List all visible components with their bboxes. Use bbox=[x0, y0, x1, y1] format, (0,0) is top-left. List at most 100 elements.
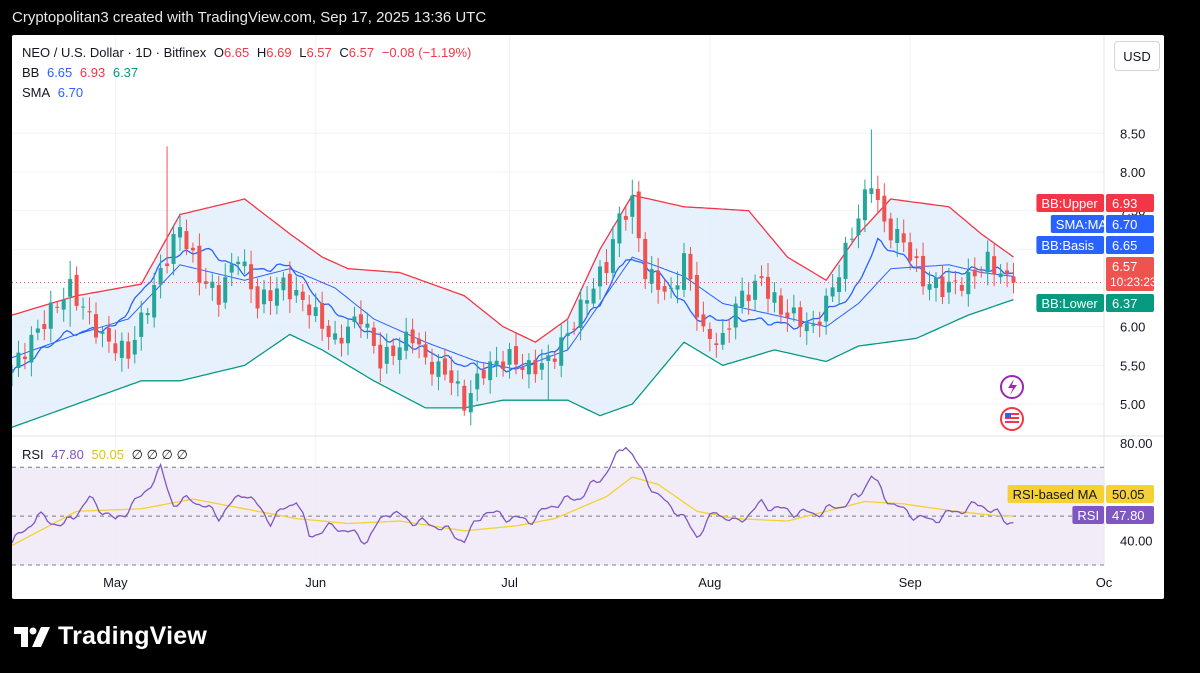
candle-body[interactable] bbox=[985, 251, 990, 273]
candle-body[interactable] bbox=[778, 295, 783, 315]
candle-body[interactable] bbox=[384, 346, 389, 364]
candle-body[interactable] bbox=[12, 369, 15, 373]
candle-body[interactable] bbox=[352, 316, 357, 323]
candle-body[interactable] bbox=[901, 233, 906, 243]
candle-body[interactable] bbox=[287, 273, 292, 300]
candle-body[interactable] bbox=[216, 285, 221, 305]
candle-body[interactable] bbox=[753, 280, 758, 300]
candle-body[interactable] bbox=[972, 269, 977, 277]
candle-body[interactable] bbox=[513, 346, 519, 365]
candle-body[interactable] bbox=[281, 277, 286, 291]
candle-body[interactable] bbox=[630, 195, 635, 217]
candle-body[interactable] bbox=[16, 352, 21, 369]
candle-body[interactable] bbox=[675, 285, 680, 290]
candle-body[interactable] bbox=[132, 339, 137, 355]
candle-body[interactable] bbox=[442, 358, 447, 375]
candle-body[interactable] bbox=[274, 288, 279, 306]
candle-body[interactable] bbox=[313, 307, 318, 316]
candle-body[interactable] bbox=[979, 271, 984, 273]
candle-body[interactable] bbox=[294, 289, 299, 296]
candle-body[interactable] bbox=[921, 255, 926, 287]
candle-body[interactable] bbox=[895, 228, 900, 243]
candle-body[interactable] bbox=[992, 256, 997, 275]
candle-body[interactable] bbox=[68, 279, 73, 297]
candle-body[interactable] bbox=[397, 347, 402, 360]
candle-body[interactable] bbox=[591, 288, 596, 304]
candle-body[interactable] bbox=[87, 311, 92, 313]
candle-body[interactable] bbox=[35, 328, 40, 333]
candle-body[interactable] bbox=[849, 238, 855, 240]
candle-body[interactable] bbox=[946, 281, 951, 293]
candle-body[interactable] bbox=[604, 261, 609, 274]
candle-body[interactable] bbox=[126, 341, 131, 359]
candle-body[interactable] bbox=[417, 338, 422, 345]
candle-body[interactable] bbox=[410, 329, 415, 344]
candle-body[interactable] bbox=[365, 323, 370, 328]
candle-body[interactable] bbox=[203, 281, 208, 284]
candle-body[interactable] bbox=[669, 287, 674, 289]
candle-body[interactable] bbox=[694, 274, 699, 318]
candle-body[interactable] bbox=[100, 331, 105, 334]
candle-body[interactable] bbox=[22, 356, 27, 360]
symbol-name[interactable]: NEO / U.S. Dollar · 1D · Bitfinex bbox=[22, 45, 207, 60]
candle-body[interactable] bbox=[546, 355, 551, 361]
candle-body[interactable] bbox=[908, 242, 913, 261]
candle-body[interactable] bbox=[242, 261, 247, 267]
candle-body[interactable] bbox=[688, 253, 693, 280]
candle-body[interactable] bbox=[74, 274, 79, 306]
candle-body[interactable] bbox=[184, 231, 189, 250]
candle-body[interactable] bbox=[746, 294, 751, 302]
candle-body[interactable] bbox=[791, 307, 796, 314]
candle-body[interactable] bbox=[307, 304, 312, 316]
candle-body[interactable] bbox=[449, 370, 454, 383]
candle-body[interactable] bbox=[940, 276, 945, 298]
candle-body[interactable] bbox=[42, 323, 47, 330]
candle-body[interactable] bbox=[1011, 276, 1016, 283]
candle-body[interactable] bbox=[578, 299, 583, 328]
candle-body[interactable] bbox=[333, 333, 338, 340]
candle-body[interactable] bbox=[869, 188, 874, 194]
candle-body[interactable] bbox=[345, 326, 351, 344]
tradingview-logo[interactable]: TradingView bbox=[14, 622, 207, 651]
candle-body[interactable] bbox=[494, 360, 499, 367]
candle-body[interactable] bbox=[197, 245, 202, 283]
candle-body[interactable] bbox=[811, 324, 816, 326]
rsi-legend[interactable]: RSI 47.80 50.05 ∅ ∅ ∅ ∅ bbox=[22, 447, 192, 463]
candle-body[interactable] bbox=[1005, 270, 1010, 274]
candle-body[interactable] bbox=[190, 247, 195, 251]
candle-body[interactable] bbox=[371, 327, 376, 346]
candle-body[interactable] bbox=[539, 363, 544, 370]
candle-body[interactable] bbox=[856, 218, 861, 236]
candle-body[interactable] bbox=[733, 303, 738, 328]
candle-body[interactable] bbox=[249, 264, 254, 290]
chart-panel[interactable]: 8.508.007.506.005.505.0080.0040.00MayJun… bbox=[12, 35, 1164, 599]
candle-body[interactable] bbox=[326, 325, 331, 338]
candle-body[interactable] bbox=[339, 337, 344, 344]
candle-body[interactable] bbox=[93, 314, 99, 338]
candle-body[interactable] bbox=[882, 195, 887, 222]
candle-body[interactable] bbox=[158, 268, 163, 285]
candle-body[interactable] bbox=[772, 292, 777, 303]
candle-body[interactable] bbox=[656, 270, 661, 290]
candle-body[interactable] bbox=[520, 367, 525, 370]
candle-body[interactable] bbox=[106, 328, 111, 342]
candle-body[interactable] bbox=[462, 385, 467, 411]
candle-body[interactable] bbox=[533, 359, 538, 375]
candle-body[interactable] bbox=[255, 286, 260, 309]
candle-body[interactable] bbox=[48, 302, 53, 329]
candle-body[interactable] bbox=[617, 213, 622, 244]
bb-legend[interactable]: BB 6.65 6.93 6.37 bbox=[22, 65, 142, 80]
candle-body[interactable] bbox=[707, 328, 712, 339]
candle-body[interactable] bbox=[565, 333, 570, 337]
candle-body[interactable] bbox=[572, 328, 577, 330]
candle-body[interactable] bbox=[81, 306, 86, 308]
candle-body[interactable] bbox=[888, 218, 893, 241]
candle-body[interactable] bbox=[526, 360, 531, 375]
candle-body[interactable] bbox=[701, 314, 706, 327]
sma-legend[interactable]: SMA 6.70 bbox=[22, 85, 87, 100]
candle-body[interactable] bbox=[610, 239, 615, 273]
candle-body[interactable] bbox=[378, 344, 383, 369]
candle-body[interactable] bbox=[998, 273, 1003, 278]
candle-body[interactable] bbox=[927, 284, 932, 290]
candle-body[interactable] bbox=[785, 312, 790, 318]
